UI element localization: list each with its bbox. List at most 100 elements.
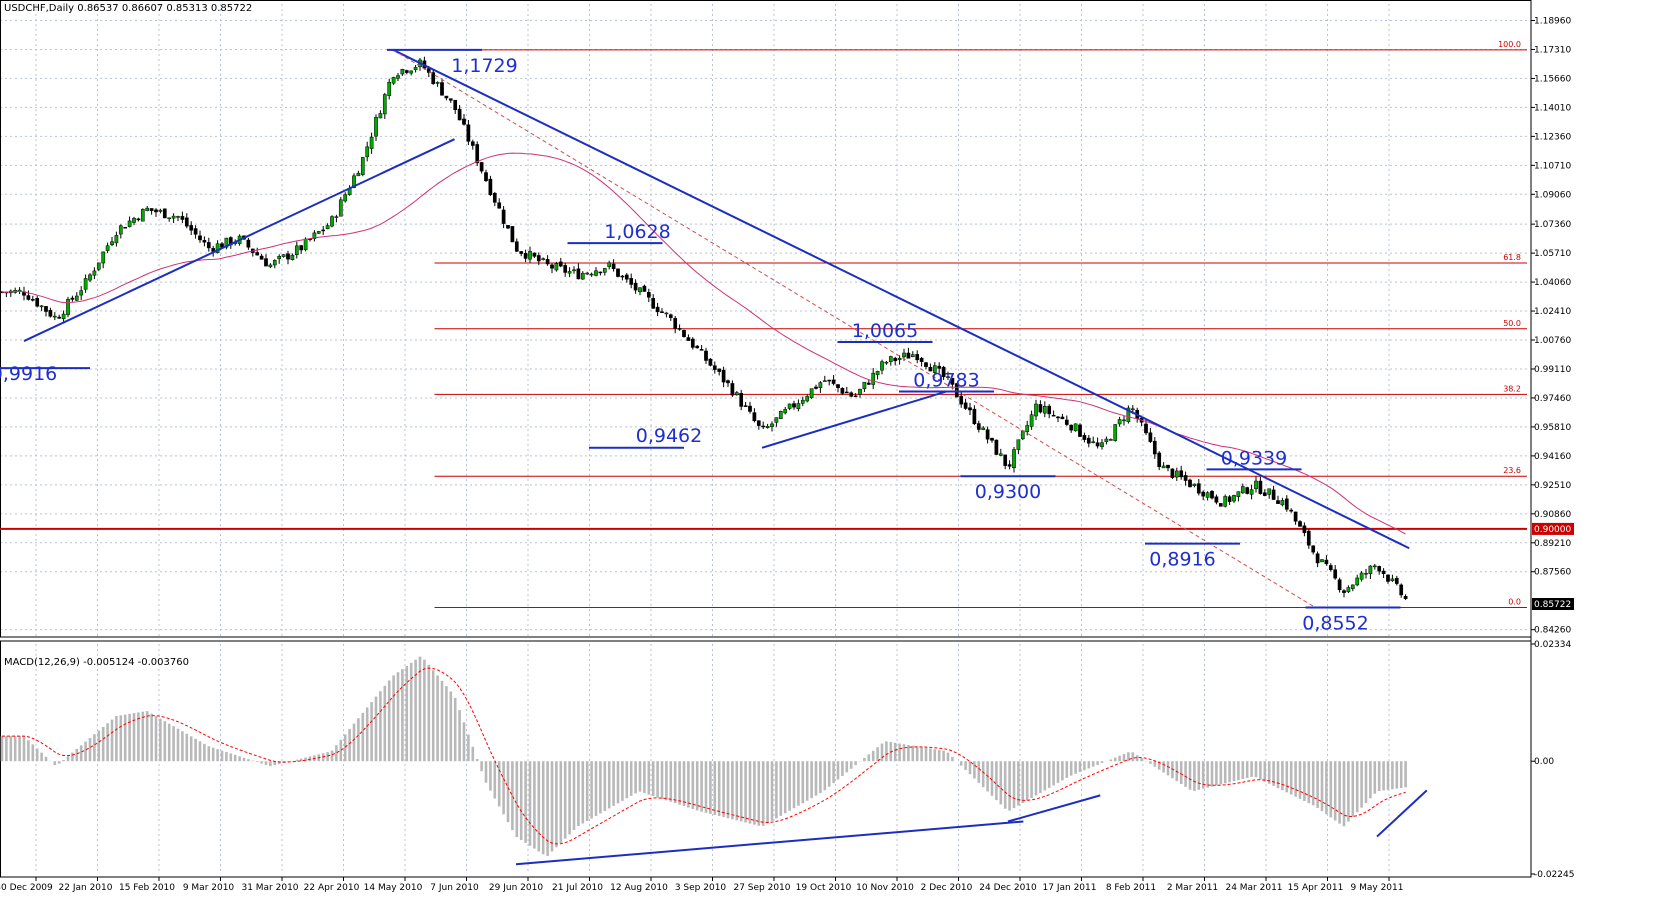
candle-body-244: [1073, 423, 1078, 432]
candle-body-38: [167, 217, 172, 220]
trendline-main-down: [392, 48, 1410, 550]
candle-body-6: [26, 295, 31, 300]
candle-body-177: [778, 411, 783, 419]
candle-body-133: [585, 272, 590, 275]
candle-body-168: [739, 393, 744, 407]
candle-body-41: [180, 216, 185, 220]
candle-body-92: [404, 70, 409, 73]
candle-body-198: [871, 372, 876, 385]
candle-body-265: [1166, 464, 1170, 469]
candle-body-16: [70, 297, 75, 300]
y-tick-label-13: 0.97460: [1534, 394, 1571, 404]
candle-body-69: [303, 238, 308, 250]
fib-label-0: 100.0: [1498, 40, 1521, 49]
candle-body-163: [717, 368, 722, 372]
candle-body-97: [426, 68, 431, 73]
candle-body-191: [840, 388, 845, 394]
candle-body-249: [1095, 442, 1100, 447]
level-label-7: 0,9300: [975, 481, 1041, 503]
candle-body-93: [409, 70, 414, 74]
candle-body-45: [198, 235, 202, 241]
candle-body-59: [259, 255, 264, 260]
x-tick-label-3: 9 Mar 2010: [183, 883, 235, 893]
candle-body-277: [1218, 503, 1223, 507]
trendline-rising-2010: [23, 138, 455, 342]
candle-body-136: [598, 271, 603, 274]
macd-signal-line: [2, 667, 1406, 845]
candle-body-172: [756, 420, 761, 426]
candle-body-60: [264, 258, 268, 267]
candle-body-288: [1267, 488, 1272, 495]
candle-body-299: [1315, 553, 1320, 564]
macd-y-tick-label-1: 0.00: [1534, 757, 1554, 767]
candle-body-157: [690, 338, 695, 348]
candle-body-246: [1082, 435, 1087, 440]
candle-body-274: [1205, 492, 1210, 498]
candle-body-74: [325, 225, 330, 230]
y-tick-label-7: 1.07360: [1534, 220, 1571, 230]
candle-body-64: [281, 254, 286, 257]
candle-body-47: [206, 242, 211, 249]
y-tick-label-19: 0.87560: [1534, 568, 1571, 578]
candle-body-137: [602, 268, 607, 273]
candle-body-212: [932, 365, 937, 373]
candle-body-247: [1086, 437, 1091, 444]
candle-body-152: [668, 314, 673, 318]
candle-body-20: [88, 274, 92, 281]
candle-body-141: [620, 275, 625, 278]
candle-body-42: [184, 217, 189, 227]
candle-body-17: [74, 295, 79, 301]
candle-body-180: [792, 403, 796, 408]
level-tag-box: [1532, 522, 1574, 535]
main-pane-frame: [0, 0, 1532, 638]
candle-body-43: [189, 225, 194, 231]
macd-divergence-line-3: [1376, 789, 1428, 838]
candle-body-236: [1038, 404, 1043, 413]
candle-body-196: [862, 381, 867, 390]
candle-body-66: [290, 254, 295, 260]
x-tick-label-16: 24 Dec 2010: [979, 883, 1037, 893]
candle-body-122: [536, 255, 541, 262]
macd-histogram: [0, 656, 1407, 856]
candle-body-90: [396, 75, 400, 79]
candle-body-314: [1381, 570, 1386, 574]
y-tick-label-5: 1.10710: [1534, 161, 1571, 171]
candle-body-65: [286, 253, 290, 260]
candle-body-298: [1311, 545, 1316, 553]
candle-body-296: [1302, 525, 1307, 533]
candle-body-51: [224, 237, 229, 248]
candle-body-169: [743, 405, 748, 407]
candle-body-108: [475, 144, 480, 164]
candle-body-254: [1117, 419, 1122, 425]
candle-body-186: [818, 382, 823, 388]
level-label-5: 0,9462: [636, 425, 702, 447]
candle-body-241: [1060, 416, 1065, 420]
candle-body-203: [893, 357, 898, 362]
candle-body-183: [805, 396, 810, 402]
candle-body-270: [1188, 479, 1192, 488]
candle-body-88: [387, 82, 392, 97]
x-tick-label-20: 24 Mar 2011: [1225, 883, 1282, 893]
candle-body-14: [61, 313, 66, 319]
candle-body-229: [1007, 464, 1012, 467]
candle-body-228: [1003, 454, 1008, 466]
price-tag-box: [1532, 598, 1574, 611]
candle-body-121: [532, 252, 537, 257]
candle-body-32: [140, 208, 145, 222]
candle-body-63: [277, 256, 282, 260]
candle-body-226: [994, 439, 999, 455]
candle-body-153: [673, 318, 678, 329]
candle-body-124: [545, 259, 550, 265]
candle-body-81: [356, 172, 361, 177]
candle-body-83: [365, 146, 370, 158]
candle-body-263: [1157, 452, 1162, 468]
candle-body-162: [712, 365, 717, 370]
candle-body-123: [541, 258, 546, 260]
candle-body-306: [1346, 587, 1351, 593]
candle-body-318: [1399, 584, 1404, 596]
macd-header: MACD(12,26,9) -0.005124 -0.003760: [4, 657, 189, 668]
candle-body-80: [352, 175, 356, 188]
y-tick-label-21: 0.84260: [1534, 626, 1571, 636]
candle-body-118: [519, 251, 524, 254]
